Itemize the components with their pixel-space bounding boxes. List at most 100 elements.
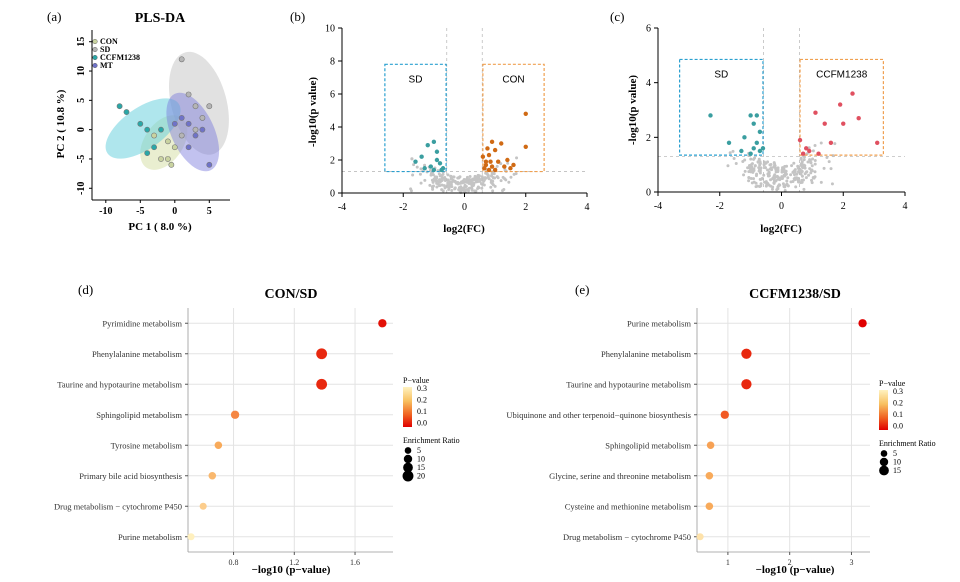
background-point	[453, 187, 457, 191]
x-tick-label: 1.2	[289, 558, 299, 567]
background-point	[803, 166, 807, 170]
background-point	[446, 178, 450, 182]
significant-point-sd	[748, 113, 753, 118]
significant-point-con	[495, 159, 501, 164]
background-point	[770, 187, 774, 191]
confidence-ellipse-sd	[168, 51, 229, 155]
significant-point-con	[489, 164, 495, 169]
sample-point-con	[151, 132, 157, 139]
panel-a-title: PLS-DA	[135, 11, 186, 26]
background-point	[446, 181, 450, 185]
background-point	[803, 172, 807, 176]
background-point	[464, 184, 468, 188]
background-point	[772, 181, 776, 185]
pathway-bubble	[378, 319, 387, 328]
background-point	[792, 161, 796, 165]
significant-point-ccfm1238	[813, 110, 818, 115]
background-point	[490, 172, 494, 176]
panel-d-title: CON/SD	[265, 287, 318, 302]
background-point	[412, 163, 416, 167]
sample-point-sd	[178, 132, 185, 139]
background-point	[467, 186, 471, 190]
p-value-legend-tick: 0.0	[417, 419, 427, 428]
background-point	[728, 151, 732, 155]
pathway-bubble	[705, 502, 714, 511]
background-point	[734, 161, 738, 165]
pathway-bubble	[208, 471, 217, 480]
pathway-label: Tyrosine metabolism	[111, 440, 183, 450]
background-point	[430, 171, 434, 175]
background-point	[515, 156, 519, 160]
background-point	[750, 162, 754, 166]
background-point	[457, 188, 461, 192]
background-point	[756, 184, 760, 188]
background-point	[813, 143, 817, 147]
significant-point-con	[489, 139, 495, 145]
enrichment-legend-tick: 15	[417, 463, 425, 472]
panel-e-enrichment: (e) CCFM1238/SD Purine metabolism Phenyla…	[506, 282, 935, 576]
p-value-legend-tick: 0.3	[417, 384, 427, 393]
background-point	[811, 175, 815, 179]
pathway-label: Purine metabolism	[627, 318, 691, 328]
background-point	[756, 160, 760, 164]
significant-point-sd	[422, 166, 427, 171]
y-tick-label: 10	[325, 24, 335, 35]
significant-point-con	[523, 144, 528, 149]
x-tick-label: 0	[172, 206, 177, 217]
background-point	[751, 170, 755, 174]
significant-point-ccfm1238	[841, 121, 846, 126]
background-point	[491, 189, 495, 193]
background-point	[753, 164, 757, 168]
background-point	[462, 186, 466, 190]
y-tick-label: 0	[646, 188, 651, 199]
group-highlight-box	[799, 58, 884, 156]
panel-b-volcano: (b) SD CON -4 -2 0 2 4 0 2 4 6 8 10 log2(FC) -log10(…	[290, 9, 590, 235]
enrichment-legend-marker	[403, 454, 413, 464]
significant-point-sd	[742, 135, 747, 140]
sample-point-sd	[185, 91, 192, 98]
significant-point-con	[492, 167, 498, 173]
background-point	[431, 184, 435, 188]
significant-point-sd	[428, 164, 434, 169]
background-point	[808, 158, 812, 162]
x-tick-label: 1.6	[350, 558, 360, 567]
sample-point-ccfm1238	[158, 126, 164, 133]
background-point	[752, 157, 756, 161]
background-point	[793, 168, 797, 172]
y-tick-label: 0	[76, 127, 87, 132]
x-tick-label: -2	[716, 201, 724, 212]
background-point	[784, 183, 788, 187]
panel-c-plot-area: SD CCFM1238 -4 -2 0 2 4 0 2 4 6	[646, 24, 908, 213]
background-point	[800, 160, 804, 164]
background-point	[783, 188, 787, 192]
pathway-bubble	[230, 410, 240, 419]
enrichment-legend-tick: 5	[417, 446, 421, 455]
background-point	[450, 185, 454, 189]
pathway-label: Taurine and hypotaurine metabolism	[566, 379, 691, 389]
sample-point-sd	[192, 103, 199, 110]
significant-point-ccfm1238	[850, 91, 855, 96]
background-point	[766, 160, 770, 164]
background-point	[435, 185, 439, 189]
pathway-bubble	[214, 441, 223, 450]
x-tick-label: 0	[462, 202, 467, 213]
x-tick-label: 0	[779, 201, 784, 212]
enrichment-legend-title: Enrichment Ratio	[879, 439, 936, 448]
background-point	[409, 187, 413, 191]
panel-e-plot-area: Purine metabolism Phenylalanine metabolis…	[506, 308, 870, 567]
background-point	[450, 189, 454, 193]
background-point	[763, 166, 767, 170]
background-point	[485, 172, 489, 176]
background-point	[747, 166, 751, 170]
p-value-legend-tick: 0.3	[893, 387, 903, 396]
background-point	[799, 163, 803, 167]
p-value-legend-tick: 0.0	[893, 422, 903, 431]
x-tick-label: -4	[338, 202, 346, 213]
background-point	[819, 180, 823, 184]
sample-point-con	[171, 144, 178, 151]
group-box-label: CON	[502, 74, 524, 85]
y-tick-label: 15	[76, 37, 87, 47]
background-point	[833, 142, 837, 146]
background-point	[437, 178, 441, 182]
background-point	[768, 163, 772, 167]
